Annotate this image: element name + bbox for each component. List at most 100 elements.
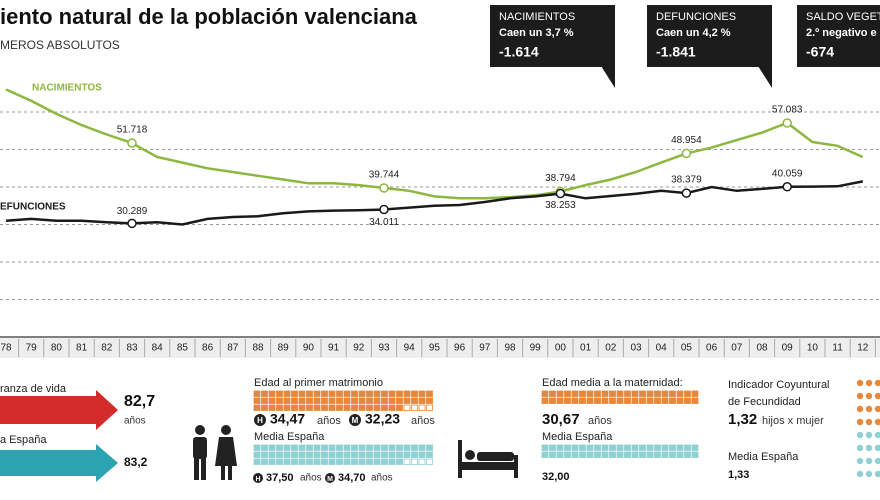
square xyxy=(366,397,373,404)
unit: años xyxy=(300,473,322,484)
point xyxy=(782,118,792,128)
square xyxy=(253,397,261,404)
square xyxy=(541,390,549,397)
square xyxy=(676,444,684,451)
square xyxy=(388,444,396,451)
square xyxy=(336,444,343,451)
square xyxy=(601,451,609,458)
square xyxy=(411,397,418,404)
data-label: 38.253 xyxy=(545,200,576,211)
point xyxy=(681,148,692,159)
square xyxy=(684,451,691,458)
point xyxy=(127,218,137,229)
square xyxy=(556,451,564,458)
point xyxy=(379,183,389,193)
dot xyxy=(865,444,873,452)
square xyxy=(298,397,306,404)
data-label: 39.744 xyxy=(369,170,400,181)
text: Media España xyxy=(254,431,325,443)
square xyxy=(268,404,276,411)
square xyxy=(426,397,433,404)
data-label: 57.083 xyxy=(772,105,803,116)
square xyxy=(691,451,699,458)
square xyxy=(541,397,549,404)
square xyxy=(381,397,388,404)
square xyxy=(571,397,579,404)
square xyxy=(358,390,366,397)
square xyxy=(654,451,661,458)
callout-box xyxy=(797,5,880,67)
x-tick-label: 88 xyxy=(252,343,264,354)
square xyxy=(579,451,586,458)
square xyxy=(336,397,343,404)
dot xyxy=(874,392,880,400)
square xyxy=(616,397,624,404)
text: de Fecundidad xyxy=(728,396,801,408)
square xyxy=(631,390,639,397)
square xyxy=(328,444,336,451)
square xyxy=(313,451,321,458)
square xyxy=(283,451,291,458)
square xyxy=(616,390,624,397)
unit: hijos x mujer xyxy=(762,415,824,427)
square xyxy=(639,451,646,458)
x-tick-label: 85 xyxy=(177,343,189,354)
square xyxy=(366,458,373,465)
text: Indicador Coyuntural xyxy=(728,379,830,391)
dot xyxy=(865,379,873,387)
square xyxy=(261,390,268,397)
x-tick-label: 07 xyxy=(731,343,743,354)
square xyxy=(646,444,654,451)
x-tick-label: 86 xyxy=(202,343,214,354)
square xyxy=(321,404,328,411)
chart-title: iento natural de la población valenciana xyxy=(0,4,418,29)
callout-pointer xyxy=(758,66,772,88)
square xyxy=(579,444,586,451)
legend-label: EFUNCIONES xyxy=(0,202,66,213)
square xyxy=(298,458,306,465)
square xyxy=(541,451,549,458)
square xyxy=(321,397,328,404)
square xyxy=(366,390,373,397)
square xyxy=(336,451,343,458)
square xyxy=(381,451,388,458)
square xyxy=(556,444,564,451)
square xyxy=(669,444,676,451)
value: 83,2 xyxy=(124,455,148,469)
callout-value: -674 xyxy=(806,44,834,60)
square xyxy=(291,444,298,451)
square xyxy=(276,390,283,397)
dot xyxy=(865,405,873,413)
square xyxy=(306,458,313,465)
square xyxy=(669,390,676,397)
square xyxy=(321,458,328,465)
data-label: 34.011 xyxy=(369,217,399,228)
square xyxy=(321,451,328,458)
square xyxy=(313,458,321,465)
square xyxy=(268,451,276,458)
bottom-panel: ranza de vida 82,7 años a España 83,2 Ed… xyxy=(0,377,880,484)
x-tick-label: 93 xyxy=(378,343,390,354)
square xyxy=(646,397,654,404)
square xyxy=(351,458,358,465)
x-tick-label: 11 xyxy=(832,343,843,354)
data-label: 38.794 xyxy=(545,173,576,184)
callout-value: -1.841 xyxy=(656,44,696,60)
square xyxy=(388,390,396,397)
square xyxy=(616,451,624,458)
unit: años xyxy=(371,473,393,484)
square xyxy=(594,444,601,451)
arrow xyxy=(0,444,118,482)
value: 82,7 xyxy=(124,393,155,410)
square xyxy=(684,390,691,397)
square xyxy=(661,390,669,397)
square xyxy=(373,404,381,411)
dot xyxy=(856,418,864,426)
x-tick-label: 98 xyxy=(504,343,516,354)
callout-title: SALDO VEGETA xyxy=(806,11,880,23)
squares xyxy=(541,390,699,404)
dot xyxy=(856,392,864,400)
square xyxy=(624,397,631,404)
x-tick-label: 78 xyxy=(0,343,12,354)
